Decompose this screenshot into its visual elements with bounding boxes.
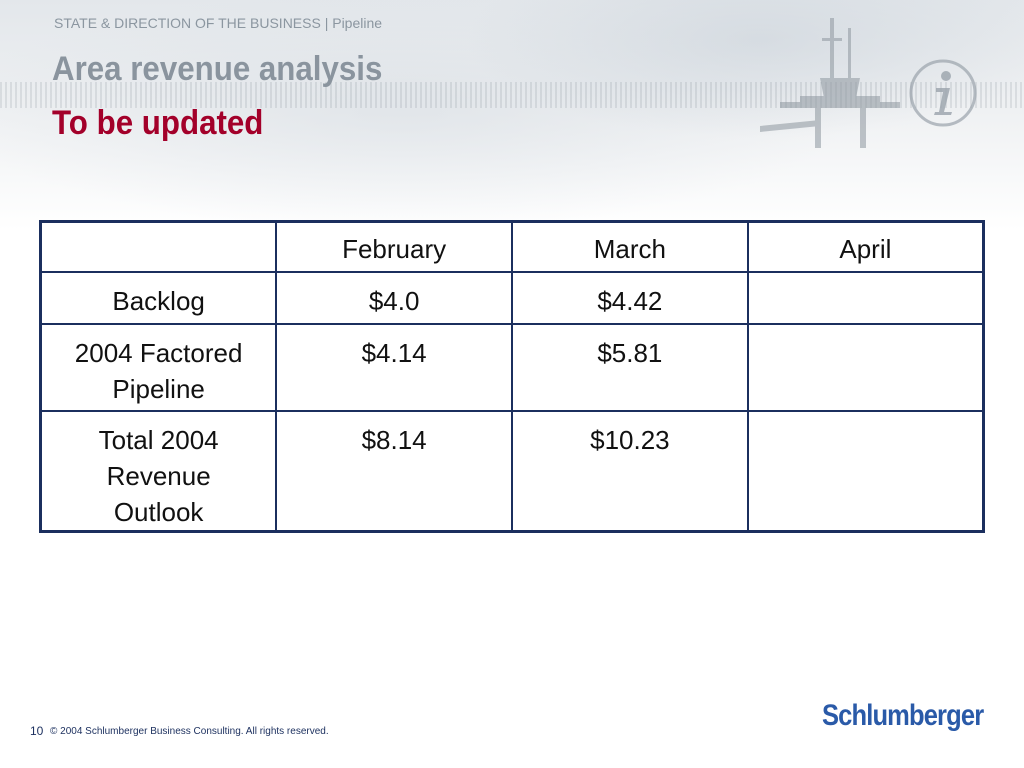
cell-march: $4.42 — [511, 271, 749, 325]
row-label-line: Outlook — [113, 497, 204, 527]
cell-february: $8.14 — [275, 410, 513, 533]
row-label: 2004 Factored Pipeline — [39, 323, 278, 412]
table-row: 2004 Factored Pipeline $4.14 $5.81 — [39, 323, 985, 412]
row-label-line: 2004 Factored — [74, 338, 243, 368]
schlumberger-logo: Schlumberger — [822, 699, 984, 732]
header-background — [0, 0, 1024, 230]
page-number: 10 — [30, 724, 44, 738]
oil-rig-image — [760, 18, 900, 148]
revenue-table: February March April Backlog $4.0 $4.42 … — [39, 220, 985, 533]
info-icon — [909, 59, 977, 127]
header-cell-february: February — [275, 220, 513, 273]
header-cell-march: March — [511, 220, 749, 273]
cell-april — [746, 271, 985, 325]
cell-april — [746, 410, 985, 533]
header-cell-empty — [39, 220, 278, 273]
row-label-line: Revenue — [106, 461, 211, 491]
table-row: Total 2004 Revenue Outlook $8.14 $10.23 — [39, 410, 985, 533]
copyright-notice: © 2004 Schlumberger Business Consulting.… — [50, 726, 329, 737]
row-label: Backlog — [39, 271, 278, 325]
row-label-line: Pipeline — [112, 374, 205, 404]
breadcrumb: STATE & DIRECTION OF THE BUSINESS | Pipe… — [54, 15, 383, 31]
cell-april — [746, 323, 985, 412]
page-subtitle: To be updated — [52, 104, 264, 142]
cell-march: $5.81 — [511, 323, 749, 412]
cell-march: $10.23 — [511, 410, 749, 533]
header-cell-april: April — [746, 220, 985, 273]
row-label-line: Total 2004 — [98, 425, 219, 455]
page-title: Area revenue analysis — [52, 50, 383, 88]
row-label: Total 2004 Revenue Outlook — [39, 410, 278, 533]
cell-february: $4.14 — [275, 323, 513, 412]
table-row: Backlog $4.0 $4.42 — [39, 271, 985, 325]
table-header-row: February March April — [39, 220, 985, 273]
cell-february: $4.0 — [275, 271, 513, 325]
